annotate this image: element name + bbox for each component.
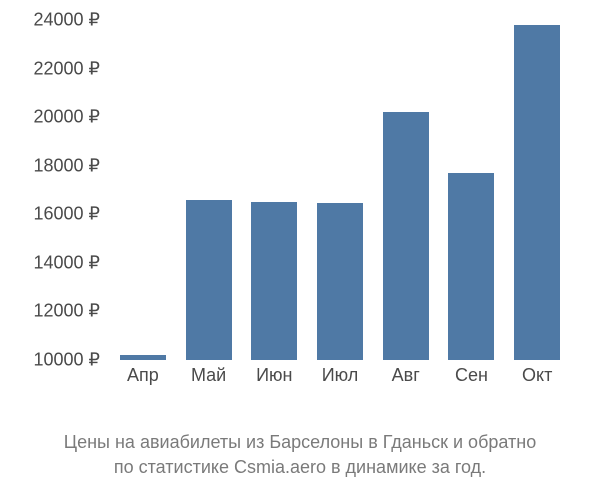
bar-slot (241, 20, 307, 360)
y-tick-label: 18000 ₽ (33, 155, 100, 176)
bar-slot (504, 20, 570, 360)
bar (317, 203, 363, 360)
chart-caption: Цены на авиабилеты из Барселоны в Гданьс… (0, 430, 600, 480)
x-axis-label: Окт (504, 365, 570, 386)
bar (448, 173, 494, 360)
bar-slot (176, 20, 242, 360)
x-axis-label: Авг (373, 365, 439, 386)
caption-line-2: по статистике Csmia.aero в динамике за г… (114, 457, 486, 477)
y-tick-label: 10000 ₽ (33, 350, 100, 371)
price-bar-chart: 10000 ₽ 12000 ₽ 14000 ₽ 16000 ₽ 18000 ₽ 20000… (0, 0, 600, 420)
x-axis-label: Май (176, 365, 242, 386)
plot-area: 10000 ₽12000 ₽14000 ₽16000 ₽18000 ₽20000… (110, 20, 570, 360)
bar-slot (307, 20, 373, 360)
bar (383, 112, 429, 360)
y-tick-label: 12000 ₽ (33, 301, 100, 322)
bar (514, 25, 560, 360)
bar-slot (110, 20, 176, 360)
bar (186, 200, 232, 360)
bar (120, 355, 166, 360)
x-axis-labels: АпрМайИюнИюлАвгСенОкт (110, 365, 570, 386)
x-axis-label: Июн (241, 365, 307, 386)
y-tick-label: 20000 ₽ (33, 107, 100, 128)
x-axis-label: Апр (110, 365, 176, 386)
caption-line-1: Цены на авиабилеты из Барселоны в Гданьс… (64, 432, 536, 452)
y-tick-label: 14000 ₽ (33, 252, 100, 273)
x-axis-label: Июл (307, 365, 373, 386)
x-axis-label: Сен (439, 365, 505, 386)
bar (251, 202, 297, 360)
bars-container (110, 20, 570, 360)
y-tick-label: 24000 ₽ (33, 10, 100, 31)
bar-slot (373, 20, 439, 360)
bar-slot (439, 20, 505, 360)
y-tick-label: 16000 ₽ (33, 204, 100, 225)
y-tick-label: 22000 ₽ (33, 58, 100, 79)
